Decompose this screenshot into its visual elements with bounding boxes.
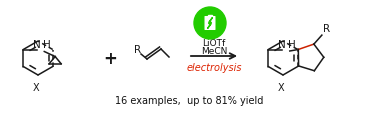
Text: R: R — [135, 45, 142, 54]
Text: R: R — [323, 24, 330, 34]
Text: LiOTf: LiOTf — [202, 39, 226, 48]
FancyBboxPatch shape — [204, 17, 215, 31]
Text: electrolysis: electrolysis — [186, 62, 242, 72]
Circle shape — [194, 8, 226, 40]
Bar — [208, 16, 212, 18]
Text: MeCN: MeCN — [201, 47, 227, 56]
Text: X: X — [33, 82, 39, 92]
Text: X: X — [278, 82, 284, 92]
Text: +: + — [103, 50, 117, 67]
Text: H: H — [43, 40, 51, 50]
Text: N: N — [279, 39, 286, 49]
Text: 16 examples,  up to 81% yield: 16 examples, up to 81% yield — [115, 95, 263, 105]
Text: N: N — [33, 39, 41, 49]
Text: H: H — [288, 40, 296, 50]
Polygon shape — [208, 18, 212, 29]
